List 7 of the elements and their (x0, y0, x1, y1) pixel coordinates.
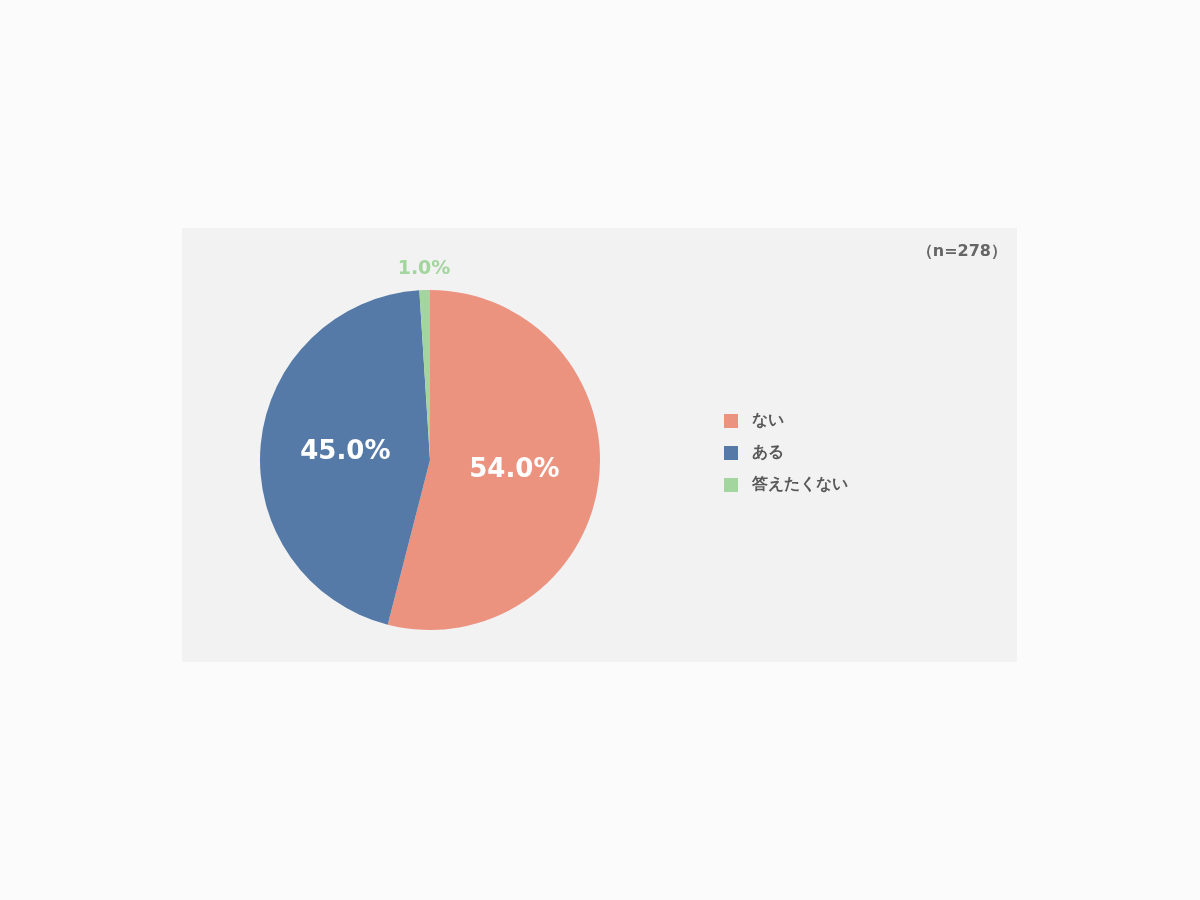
legend-label: ない (752, 410, 784, 430)
data-label: 45.0% (300, 434, 391, 465)
data-label: 54.0% (469, 453, 560, 484)
data-label: 1.0% (397, 256, 451, 279)
legend-label: ある (752, 442, 784, 462)
text: （n=278） (916, 241, 1007, 261)
legend-label: 答えたくない (751, 474, 848, 494)
